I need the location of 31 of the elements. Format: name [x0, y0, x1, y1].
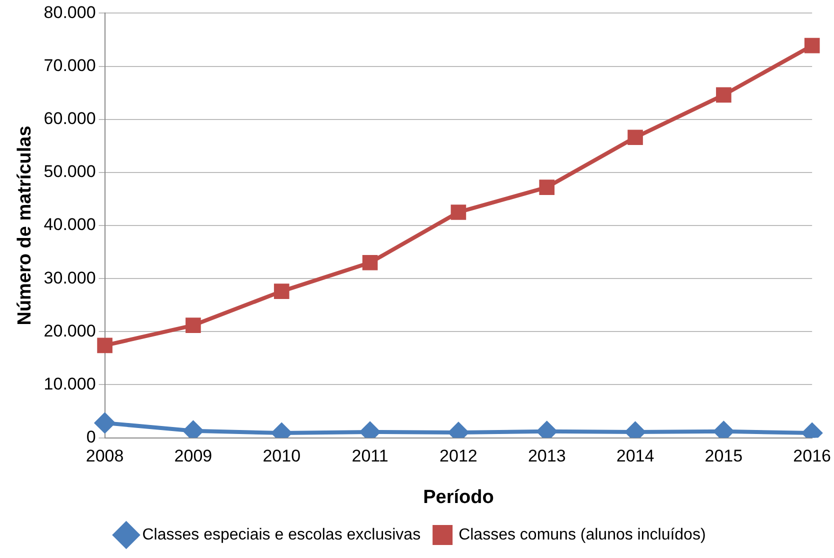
point: [628, 130, 643, 146]
x-tick-label: 2013: [528, 446, 566, 466]
x-tick-label: 2012: [440, 446, 478, 466]
x-tick-label: 2016: [793, 446, 832, 466]
x-tick-label: 2015: [704, 446, 743, 466]
point: [450, 204, 466, 220]
legend-label: Classes comuns (alunos incluídos): [458, 526, 706, 544]
y-tick-label: 80.000: [44, 2, 96, 22]
point: [97, 338, 112, 354]
x-tick-label: 2009: [174, 446, 212, 466]
point: [186, 318, 201, 333]
y-tick-label: 60.000: [44, 109, 96, 128]
point: [539, 180, 555, 195]
y-axis-title: Número de matrículas: [14, 126, 36, 326]
point: [804, 38, 820, 54]
legend-label: Classes especiais e escolas exclusivas: [142, 526, 421, 544]
x-tick-label: 2014: [616, 446, 654, 466]
point: [274, 284, 290, 299]
point: [362, 254, 378, 270]
y-tick-label: 30.000: [44, 268, 96, 288]
x-tick-label: 2011: [352, 446, 388, 466]
y-tick-label: 10.000: [44, 374, 96, 394]
x-tick-label: 2010: [262, 446, 301, 466]
y-tick-label: 70.000: [44, 56, 96, 75]
x-tick-label: 2008: [86, 446, 124, 466]
point: [716, 87, 732, 103]
y-tick-label: 0: [86, 427, 96, 446]
y-tick-label: 40.000: [44, 215, 96, 234]
x-axis-title: Período: [423, 486, 494, 508]
y-tick-label: 20.000: [44, 321, 96, 340]
y-tick-label: 50.000: [44, 162, 96, 182]
